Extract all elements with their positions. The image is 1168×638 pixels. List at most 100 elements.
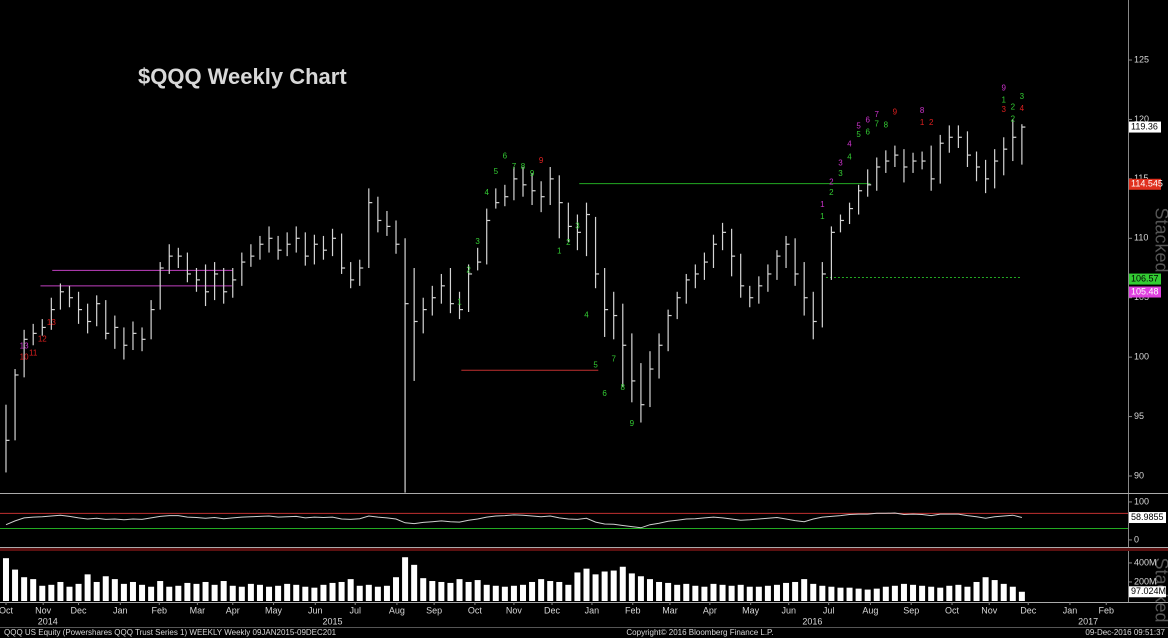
volume-bar	[828, 586, 835, 601]
x-tick-label: Jun	[782, 605, 797, 615]
x-tick-label: Jan	[1063, 605, 1078, 615]
sequential-count: 5	[494, 167, 499, 176]
volume-bar	[202, 581, 209, 601]
volume-bar	[846, 587, 853, 601]
x-tick-label: Feb	[152, 605, 168, 615]
sequential-count: 6	[602, 389, 607, 398]
volume-bar	[102, 576, 109, 601]
volume-bar	[393, 577, 400, 601]
volume-bar	[66, 586, 73, 601]
volume-bar	[783, 582, 790, 601]
volume-bar	[964, 586, 971, 601]
sequential-count: 7	[512, 162, 517, 171]
sequential-count: 2	[829, 188, 834, 197]
chart-title: $QQQ Weekly Chart	[138, 64, 347, 89]
volume-bar	[139, 584, 146, 601]
volume-bar	[792, 581, 799, 601]
volume-bar	[692, 585, 699, 601]
volume-bar	[583, 568, 590, 601]
volume-bar	[320, 584, 327, 601]
volume-bar	[737, 584, 744, 601]
sequential-count: 6	[865, 116, 870, 125]
sequential-count: 8	[884, 120, 889, 129]
volume-bar	[701, 586, 708, 601]
sequential-count: 6	[503, 151, 508, 160]
volume-bar	[601, 571, 608, 601]
volume-bar	[420, 578, 427, 601]
x-tick-label: Nov	[981, 605, 998, 615]
sequential-count: 7	[875, 119, 880, 128]
x-tick-label: Apr	[226, 605, 240, 615]
volume-bar	[719, 584, 726, 601]
x-tick-label: Oct	[468, 605, 483, 615]
volume-bar	[120, 583, 127, 601]
year-label: 2017	[1078, 616, 1098, 626]
x-tick-label: May	[265, 605, 283, 615]
volume-bar	[57, 581, 64, 601]
x-tick-label: Dec	[1020, 605, 1037, 615]
x-tick-label: Feb	[625, 605, 641, 615]
y-tick-label: 110	[1134, 233, 1148, 243]
volume-bar	[275, 585, 282, 601]
volume-bar	[973, 581, 980, 601]
footer-center: Copyright© 2016 Bloomberg Finance L.P.	[626, 628, 773, 637]
volume-bar	[184, 582, 191, 601]
volume-bar	[900, 583, 907, 601]
x-tick-label: Dec	[71, 605, 88, 615]
sequential-count: 9	[539, 156, 544, 165]
price-label: 105.48	[1131, 286, 1159, 296]
sequential-count: 12	[38, 334, 47, 343]
sequential-count: 6	[865, 128, 870, 137]
y-tick-label: 115	[1134, 173, 1148, 183]
volume-bar	[93, 581, 100, 601]
volume-bar	[764, 585, 771, 601]
volume-bar	[1009, 586, 1016, 601]
x-tick-label: Nov	[35, 605, 52, 615]
sequential-count: 1	[820, 200, 825, 209]
volume-bar	[710, 583, 717, 601]
panel-band	[0, 548, 1168, 551]
volume-bar	[991, 580, 998, 601]
sequential-count: 9	[1002, 84, 1007, 93]
sequential-count: 1	[1002, 96, 1007, 105]
sequential-count: 4	[484, 188, 489, 197]
sequential-count: 5	[856, 122, 861, 131]
volume-bar	[374, 586, 381, 601]
sequential-count: 2	[1011, 115, 1016, 124]
price-label-box	[1129, 178, 1161, 190]
volume-bar	[882, 586, 889, 601]
year-label: 2015	[323, 616, 343, 626]
rsi-line	[5, 512, 1023, 529]
volume-bar	[619, 566, 626, 601]
sequential-count: 10	[20, 352, 29, 361]
volume-bar	[937, 587, 944, 601]
volume-bar	[84, 574, 91, 601]
volume-bar	[311, 587, 318, 601]
volume-bar	[492, 585, 499, 601]
volume-bar	[220, 581, 227, 601]
volume-bar	[483, 584, 490, 601]
price-label: 119.36	[1131, 121, 1158, 131]
volume-bar	[910, 584, 917, 601]
x-tick-label: Jul	[823, 605, 835, 615]
volume-bar	[864, 589, 871, 601]
volume-bar	[48, 584, 55, 601]
x-tick-label: Oct	[0, 605, 13, 615]
sequential-count: 1	[457, 298, 462, 307]
volume-bar	[211, 584, 218, 601]
year-label: 2014	[38, 616, 58, 626]
volume-bar	[520, 584, 527, 601]
volume-bar	[30, 579, 37, 601]
volume-bar	[338, 581, 345, 601]
x-tick-label: Feb	[1098, 605, 1114, 615]
volume-bar	[592, 574, 599, 601]
volume-bar	[157, 581, 164, 601]
volume-bar	[646, 579, 653, 601]
sequential-count: 9	[630, 419, 635, 428]
x-tick-label: Aug	[862, 605, 878, 615]
volume-bar	[728, 585, 735, 601]
volume-bar	[266, 586, 273, 601]
sequential-count: 2	[466, 265, 471, 274]
volume-bar	[610, 570, 617, 601]
